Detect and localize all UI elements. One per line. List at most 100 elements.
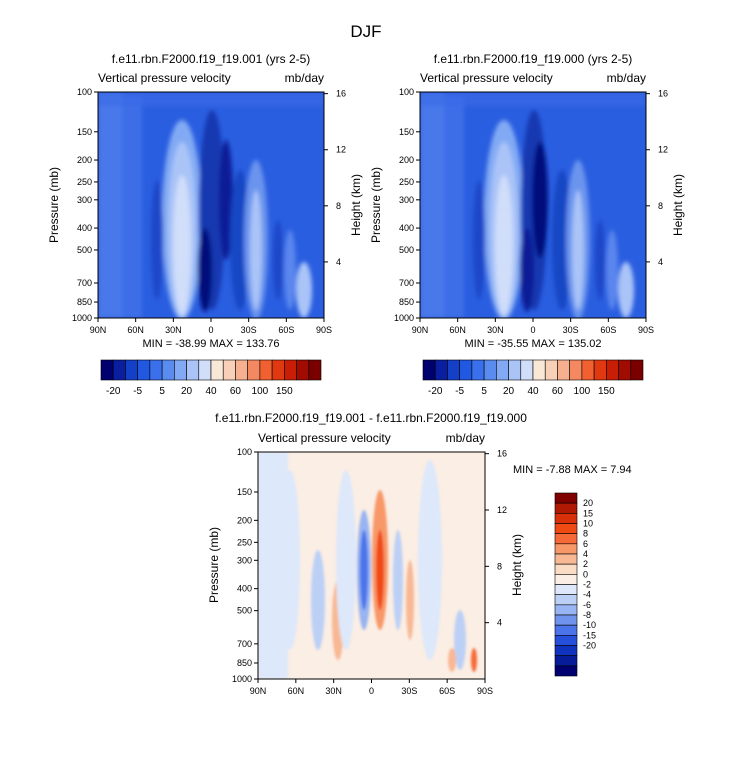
- panel-0: f.e11.rbn.F2000.f19_f19.001 (yrs 2-5) Ve…: [47, 52, 363, 397]
- y-tick-label: 150: [237, 487, 252, 497]
- colorbar-box: [569, 359, 583, 381]
- colorbar-box: [554, 513, 578, 524]
- colorbar-box: [554, 563, 578, 575]
- x-tick-label: 60N: [127, 325, 144, 335]
- colorbar-box: [554, 502, 578, 514]
- colorbar-label: 40: [527, 386, 539, 397]
- y-right-tick-label: 12: [497, 505, 507, 515]
- colorbar-box: [434, 359, 448, 381]
- y-right-tick-label: 8: [658, 201, 663, 211]
- panel-1-ylabel: Pressure (mb): [369, 167, 383, 243]
- colorbar-label: 5: [481, 386, 487, 397]
- colorbar-box: [554, 604, 578, 616]
- colorbar-label: 100: [252, 386, 269, 397]
- x-tick-label: 0: [530, 325, 535, 335]
- colorbar-label: 20: [503, 386, 515, 397]
- panel-1-right-label: mb/day: [607, 71, 646, 85]
- y-right-tick-label: 16: [336, 89, 346, 99]
- colorbar-label: -4: [583, 590, 591, 600]
- y-tick-label: 700: [399, 278, 414, 288]
- colorbar-box: [606, 359, 619, 381]
- colorbar-label: 100: [574, 386, 591, 397]
- panel-2-left-label: Vertical pressure velocity: [258, 431, 391, 445]
- colorbar-box: [581, 359, 595, 381]
- y-tick-label: 400: [399, 223, 414, 233]
- y-tick-label: 150: [399, 127, 414, 137]
- x-tick-label: 30N: [487, 325, 504, 335]
- colorbar-box: [198, 359, 212, 381]
- colorbar-box: [296, 359, 310, 381]
- y-tick-label: 200: [399, 155, 414, 165]
- y-tick-label: 300: [399, 195, 414, 205]
- colorbar-box: [125, 359, 138, 381]
- y-tick-label: 100: [399, 87, 414, 97]
- panel-2-right-label: mb/day: [446, 431, 485, 445]
- colorbar-label: -8: [583, 610, 591, 620]
- y-tick-label: 200: [237, 515, 252, 525]
- y-tick-label: 250: [237, 537, 252, 547]
- x-tick-label: 60S: [600, 325, 616, 335]
- y-tick-label: 400: [77, 223, 92, 233]
- panel-0-ylabel: Pressure (mb): [47, 167, 61, 243]
- panel-0-left-label: Vertical pressure velocity: [98, 71, 231, 85]
- y-right-tick-label: 16: [497, 449, 507, 459]
- colorbar-label: 0: [583, 569, 588, 579]
- colorbar-box: [630, 359, 644, 381]
- x-tick-label: 0: [369, 686, 374, 696]
- y-tick-label: 150: [77, 127, 92, 137]
- y-tick-label: 250: [399, 177, 414, 187]
- panel-0-minmax: MIN = -38.99 MAX = 133.76: [143, 338, 280, 350]
- colorbar-label: 15: [583, 508, 593, 518]
- colorbar-box: [554, 553, 578, 565]
- y-right-tick-label: 12: [658, 145, 668, 155]
- panel-0-title: f.e11.rbn.F2000.f19_f19.001 (yrs 2-5): [112, 52, 311, 66]
- colorbar-box: [554, 523, 578, 534]
- y-tick-label: 700: [237, 639, 252, 649]
- panel-2-field: [258, 452, 485, 679]
- colorbar-box: [554, 543, 578, 555]
- colorbar-box: [447, 359, 460, 381]
- colorbar-box: [544, 359, 558, 381]
- colorbar-label: 10: [583, 519, 593, 529]
- x-tick-label: 90S: [477, 686, 493, 696]
- y-right-tick-label: 4: [336, 257, 341, 267]
- colorbar-box: [520, 359, 534, 381]
- colorbar-box: [554, 574, 578, 585]
- colorbar-label: 8: [583, 529, 588, 539]
- colorbar-box: [554, 624, 578, 636]
- colorbar-box: [100, 359, 114, 381]
- y-tick-label: 250: [77, 177, 92, 187]
- colorbar-box: [247, 359, 261, 381]
- x-tick-label: 30S: [241, 325, 257, 335]
- colorbar-box: [554, 594, 578, 606]
- y-tick-label: 500: [77, 245, 92, 255]
- colorbar-label: -15: [583, 630, 596, 640]
- y-tick-label: 1000: [394, 313, 414, 323]
- x-tick-label: 30N: [165, 325, 182, 335]
- panel-1-title: f.e11.rbn.F2000.f19_f19.000 (yrs 2-5): [434, 52, 633, 66]
- y-tick-label: 100: [77, 87, 92, 97]
- colorbar-box: [259, 359, 273, 381]
- y-right-tick-label: 16: [658, 89, 668, 99]
- panel-1-ylabel-right: Height (km): [671, 174, 685, 236]
- x-tick-label: 0: [208, 325, 213, 335]
- y-right-tick-label: 4: [658, 257, 663, 267]
- colorbar-box: [471, 359, 485, 381]
- colorbar-label: 5: [159, 386, 165, 397]
- y-tick-label: 500: [399, 245, 414, 255]
- x-tick-label: 60N: [449, 325, 466, 335]
- colorbar-box: [483, 359, 497, 381]
- colorbar-box: [554, 665, 578, 677]
- panel-1-field: [420, 92, 646, 318]
- panel-0-field: [98, 92, 324, 318]
- page-title: DJF: [350, 22, 381, 41]
- y-tick-label: 500: [237, 606, 252, 616]
- colorbar-label: -10: [583, 620, 596, 630]
- colorbar-box: [496, 359, 509, 381]
- x-tick-label: 90S: [316, 325, 332, 335]
- y-tick-label: 300: [237, 555, 252, 565]
- colorbar-label: 20: [583, 498, 593, 508]
- panel-1-left-label: Vertical pressure velocity: [420, 71, 553, 85]
- colorbar-label: 40: [205, 386, 217, 397]
- colorbar-box: [149, 359, 163, 381]
